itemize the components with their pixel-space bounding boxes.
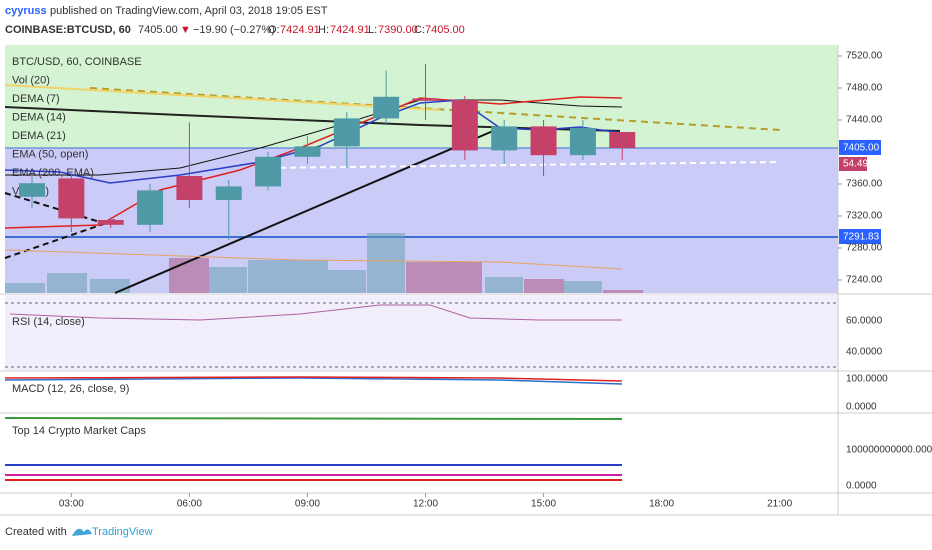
candle-body (491, 126, 518, 151)
pane-borders (0, 45, 932, 516)
candle-body (97, 220, 124, 225)
pane-title: RSI (14, close) (12, 316, 85, 328)
x-tick-label: 12:00 (413, 499, 438, 510)
axis-label: 60.0000 (846, 316, 883, 327)
candle-body (530, 126, 557, 156)
signal-line (4, 376, 623, 382)
trend-line (89, 87, 781, 131)
axis-label: 0.0000 (846, 481, 877, 492)
candle-body (569, 128, 596, 156)
candle-body (451, 100, 478, 151)
price-tag-label: 54.49 (843, 159, 868, 170)
candle-body (609, 132, 636, 148)
last: 7405.00 (138, 24, 178, 36)
rsi-pane (5, 295, 838, 370)
l-label: L: (368, 24, 377, 36)
ema-line (259, 161, 781, 169)
price-tag-label: 7405.00 (843, 143, 880, 154)
x-tick-label: 03:00 (59, 499, 84, 510)
arrow: ▼ (180, 24, 191, 36)
o: 7424.91 (280, 24, 320, 36)
price-tag-label: 7291.83 (843, 232, 880, 243)
macd-line (4, 377, 623, 385)
pane-title: Top 14 Crypto Market Caps (12, 425, 146, 437)
ema-line (4, 249, 623, 270)
price-tag (839, 157, 867, 171)
pane-title: MACD (12, 26, close, 9) (12, 383, 129, 395)
volume-bars (5, 233, 643, 293)
price-tag (839, 140, 881, 155)
h-label: H: (318, 24, 329, 36)
x-tick-label: 18:00 (649, 499, 674, 510)
axis-label: 100.0000 (846, 374, 888, 385)
h: 7424.91 (330, 24, 370, 36)
candle-body (294, 146, 321, 157)
y-tick-label: 7320.00 (846, 211, 883, 222)
price-tag (839, 229, 881, 244)
c: 7405.00 (425, 24, 465, 36)
published: published on TradingView.com, April 03, … (50, 5, 328, 17)
legend-entry: DEMA (21) (12, 130, 66, 142)
candle-body (19, 183, 45, 197)
rsi-line (9, 304, 622, 321)
trend-line (4, 106, 621, 132)
x-tick-label: 15:00 (531, 499, 556, 510)
x-tick-label: 21:00 (767, 499, 792, 510)
axis-label: 0.0000 (846, 402, 877, 413)
y-tick-label: 7480.00 (846, 83, 883, 94)
symbol: COINBASE:BTCUSD, 60 (5, 24, 131, 36)
c-label: C: (414, 24, 425, 36)
legend-entry: BTC/USD, 60, COINBASE (12, 56, 142, 68)
trend-line (114, 127, 501, 294)
y-tick-label: 7240.00 (846, 275, 883, 286)
legend-entry: EMA (50, open) (12, 148, 88, 160)
candle-body (412, 98, 439, 101)
candle-body (58, 178, 85, 219)
footer-text: Created with (5, 526, 67, 538)
y-tick-label: 7360.00 (846, 179, 883, 190)
ema-line (4, 84, 441, 111)
footer-brand[interactable]: TradingView (92, 526, 153, 538)
author: cyyruss (5, 5, 47, 17)
y-tick-label: 7440.00 (846, 115, 883, 126)
legend-entry: Vol (20) (12, 74, 50, 86)
y-tick-label: 7520.00 (846, 51, 883, 62)
x-tick-label: 09:00 (295, 499, 320, 510)
candle-body (333, 118, 360, 147)
change: −19.90 (−0.27%) (193, 24, 275, 36)
axis-label: 40.0000 (846, 347, 883, 358)
x-tick-label: 06:00 (177, 499, 202, 510)
candle-body (373, 96, 400, 119)
o-label: O: (268, 24, 280, 36)
logo (72, 528, 92, 536)
axis-label: 100000000000.0000 (846, 445, 932, 456)
candle-body (176, 176, 203, 200)
y-tick-label: 7280.00 (846, 243, 883, 254)
l: 7390.00 (378, 24, 418, 36)
legend-entry: DEMA (7) (12, 93, 60, 105)
candle-body (215, 186, 242, 200)
candle-body (137, 190, 164, 225)
legend-entry: EMA (200, EMA) (12, 167, 94, 179)
candle-body (255, 156, 282, 187)
zone-above (5, 45, 838, 148)
caps-line (4, 417, 623, 420)
legend-entry: DEMA (14) (12, 111, 66, 123)
